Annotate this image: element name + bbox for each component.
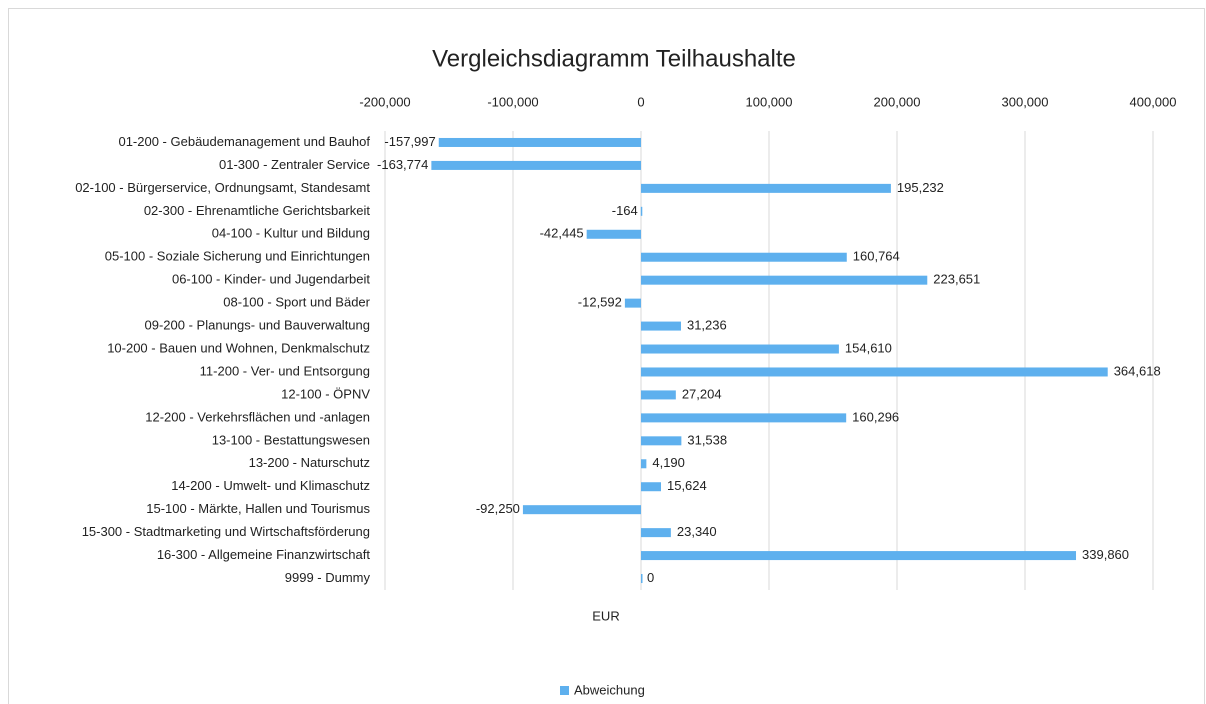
y-tick-label: 11-200 - Ver- und Entsorgung xyxy=(200,363,370,378)
y-tick-label: 08-100 - Sport und Bäder xyxy=(223,295,370,310)
data-label: 0 xyxy=(647,570,654,585)
y-tick-label: 09-200 - Planungs- und Bauverwaltung xyxy=(145,318,370,333)
bar xyxy=(641,574,643,584)
bar xyxy=(641,275,928,285)
x-tick-label: -100,000 xyxy=(487,94,538,109)
y-tick-label: 02-300 - Ehrenamtliche Gerichtsbarkeit xyxy=(144,203,371,218)
y-tick-label: 01-300 - Zentraler Service xyxy=(219,157,370,172)
bar xyxy=(641,551,1077,561)
bar xyxy=(641,482,661,492)
y-tick-label: 10-200 - Bauen und Wohnen, Denkmalschutz xyxy=(107,340,370,355)
bar xyxy=(641,436,682,446)
data-label: 223,651 xyxy=(933,272,980,287)
chart-title: Vergleichsdiagramm Teilhaushalte xyxy=(432,45,796,72)
data-label: 195,232 xyxy=(897,180,944,195)
bar xyxy=(641,528,671,538)
data-label: -92,250 xyxy=(476,501,520,516)
y-tick-label: 02-100 - Bürgerservice, Ordnungsamt, Sta… xyxy=(75,180,370,195)
bar xyxy=(640,206,643,216)
data-label: 31,236 xyxy=(687,318,727,333)
y-tick-label: 9999 - Dummy xyxy=(285,570,371,585)
bar xyxy=(641,413,847,423)
y-tick-label: 13-200 - Naturschutz xyxy=(249,455,370,470)
data-label: -12,592 xyxy=(578,295,622,310)
bar xyxy=(641,252,847,262)
bar xyxy=(641,390,676,400)
legend-swatch xyxy=(560,686,569,695)
data-label: 23,340 xyxy=(677,524,717,539)
bar xyxy=(641,459,647,469)
x-axis-label: EUR xyxy=(592,608,619,623)
data-label: -163,774 xyxy=(377,157,428,172)
bar xyxy=(641,344,839,354)
data-label: 160,296 xyxy=(852,409,899,424)
bar xyxy=(431,160,641,170)
chart-frame xyxy=(8,8,1205,704)
data-label: 339,860 xyxy=(1082,547,1129,562)
bar xyxy=(438,137,641,147)
x-tick-label: -200,000 xyxy=(359,94,410,109)
data-label: 4,190 xyxy=(652,455,685,470)
data-label: -157,997 xyxy=(384,134,435,149)
y-tick-label: 04-100 - Kultur und Bildung xyxy=(212,226,370,241)
data-label: 154,610 xyxy=(845,340,892,355)
x-tick-label: 100,000 xyxy=(746,94,793,109)
y-tick-label: 15-100 - Märkte, Hallen und Tourismus xyxy=(146,501,370,516)
y-tick-label: 01-200 - Gebäudemanagement und Bauhof xyxy=(118,134,370,149)
y-tick-label: 05-100 - Soziale Sicherung und Einrichtu… xyxy=(105,249,370,264)
y-tick-label: 13-100 - Bestattungswesen xyxy=(212,432,370,447)
y-tick-label: 15-300 - Stadtmarketing und Wirtschaftsf… xyxy=(82,524,370,539)
bar xyxy=(641,321,681,331)
bar xyxy=(624,298,641,308)
y-tick-label: 12-100 - ÖPNV xyxy=(281,386,370,401)
data-label: 160,764 xyxy=(853,249,900,264)
data-label: 31,538 xyxy=(687,432,727,447)
x-tick-label: 300,000 xyxy=(1002,94,1049,109)
bar xyxy=(641,183,891,193)
data-label: -42,445 xyxy=(540,226,584,241)
legend-label: Abweichung xyxy=(574,682,645,697)
data-label: -164 xyxy=(612,203,638,218)
y-tick-label: 14-200 - Umwelt- und Klimaschutz xyxy=(171,478,370,493)
data-label: 15,624 xyxy=(667,478,707,493)
x-tick-label: 0 xyxy=(637,94,644,109)
x-tick-label: 400,000 xyxy=(1130,94,1177,109)
data-label: 364,618 xyxy=(1114,363,1161,378)
x-tick-label: 200,000 xyxy=(874,94,921,109)
data-label: 27,204 xyxy=(682,386,722,401)
y-tick-label: 16-300 - Allgemeine Finanzwirtschaft xyxy=(157,547,371,562)
y-tick-label: 12-200 - Verkehrsflächen und -anlagen xyxy=(145,409,370,424)
bar xyxy=(641,367,1108,377)
bar xyxy=(522,505,641,515)
y-tick-label: 06-100 - Kinder- und Jugendarbeit xyxy=(172,272,370,287)
bar xyxy=(586,229,641,239)
